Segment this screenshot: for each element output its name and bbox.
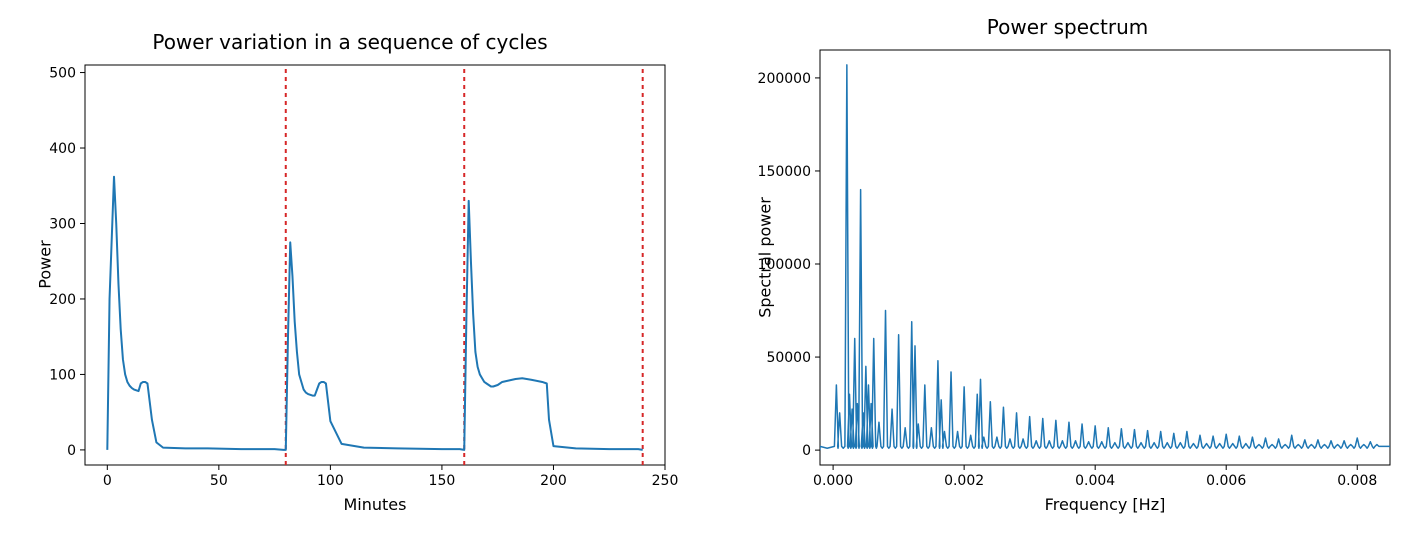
svg-text:0.008: 0.008 xyxy=(1337,473,1377,489)
svg-text:0.004: 0.004 xyxy=(1075,473,1115,489)
left-chart-plot: 0501001502002500100200300400500 xyxy=(15,10,685,520)
left-chart-ylabel: Power xyxy=(36,205,55,325)
svg-text:0: 0 xyxy=(103,473,112,489)
svg-text:0.002: 0.002 xyxy=(944,473,984,489)
left-chart-xlabel: Minutes xyxy=(85,495,665,514)
svg-text:0.006: 0.006 xyxy=(1206,473,1246,489)
figure: Power variation in a sequence of cycles … xyxy=(0,0,1418,535)
left-chart-title: Power variation in a sequence of cycles xyxy=(15,30,685,54)
svg-text:100: 100 xyxy=(49,367,76,383)
svg-text:100: 100 xyxy=(317,473,344,489)
svg-text:250: 250 xyxy=(652,473,679,489)
right-chart-xlabel: Frequency [Hz] xyxy=(820,495,1390,514)
right-chart-ylabel: Spectral power xyxy=(756,157,775,357)
svg-text:50: 50 xyxy=(210,473,228,489)
svg-text:0: 0 xyxy=(802,443,811,459)
left-panel: Power variation in a sequence of cycles … xyxy=(15,10,685,520)
svg-text:200000: 200000 xyxy=(758,71,811,87)
right-panel: Power spectrum 0.0000.0020.0040.0060.008… xyxy=(725,10,1410,520)
svg-text:0: 0 xyxy=(67,443,76,459)
svg-text:200: 200 xyxy=(540,473,567,489)
right-chart-plot: 0.0000.0020.0040.0060.008050000100000150… xyxy=(725,10,1410,520)
svg-text:400: 400 xyxy=(49,141,76,157)
svg-text:500: 500 xyxy=(49,66,76,82)
right-chart-title: Power spectrum xyxy=(725,15,1410,39)
svg-text:0.000: 0.000 xyxy=(813,473,853,489)
svg-text:150: 150 xyxy=(429,473,456,489)
